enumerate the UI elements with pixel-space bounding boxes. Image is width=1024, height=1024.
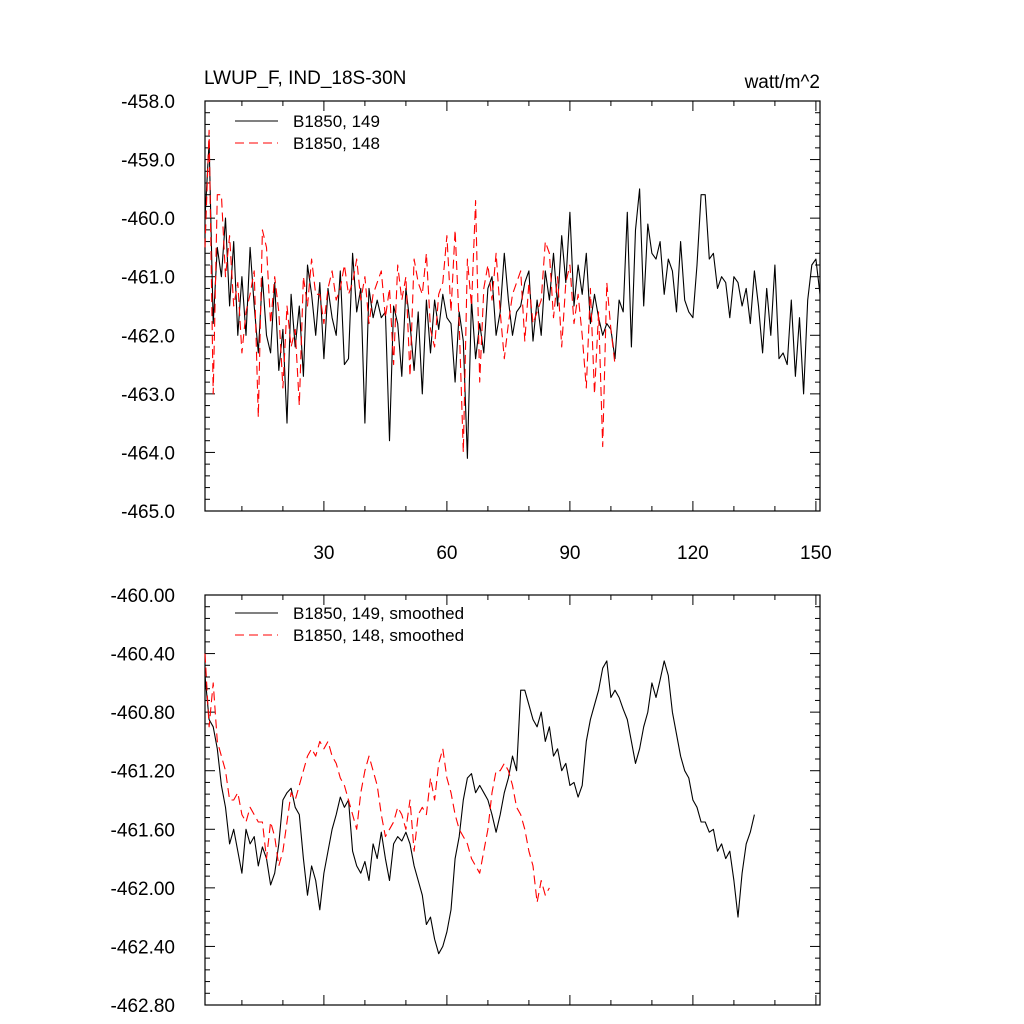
y-tick-label: -460.0 bbox=[121, 209, 175, 230]
y-tick-label: -463.0 bbox=[121, 385, 175, 406]
y-tick-label: -459.0 bbox=[121, 151, 175, 172]
y-tick-label: -462.0 bbox=[121, 326, 175, 347]
x-tick-label: 90 bbox=[559, 543, 580, 564]
series-line-0 bbox=[204, 141, 821, 459]
x-tick-label: 150 bbox=[800, 543, 832, 564]
y-tick-label: -460.00 bbox=[111, 586, 175, 607]
series-line-0 bbox=[204, 660, 755, 955]
legend-label-b1850-148: B1850, 148 bbox=[293, 134, 380, 153]
series-line-1 bbox=[204, 653, 550, 904]
y-tick-label: -460.40 bbox=[111, 645, 175, 666]
top-series-lines bbox=[204, 129, 821, 459]
y-tick-label: -464.0 bbox=[121, 443, 175, 464]
x-tick-label: 30 bbox=[313, 543, 334, 564]
top-legend: B1850, 149 B1850, 148 bbox=[235, 112, 380, 153]
y-tick-label: -461.60 bbox=[111, 820, 175, 841]
x-tick-label: 120 bbox=[677, 543, 709, 564]
legend-label-b1850-148-smoothed: B1850, 148, smoothed bbox=[293, 626, 464, 645]
y-tick-label: -458.0 bbox=[121, 92, 175, 113]
x-tick-label: 60 bbox=[436, 543, 457, 564]
bottom-legend: B1850, 149, smoothed B1850, 148, smoothe… bbox=[235, 604, 464, 645]
y-tick-label: -462.00 bbox=[111, 879, 175, 900]
series-line-1 bbox=[204, 129, 616, 453]
y-tick-label: -461.20 bbox=[111, 762, 175, 783]
bottom-series-lines bbox=[204, 653, 755, 955]
y-tick-label: -465.0 bbox=[121, 502, 175, 523]
bottom-plot-frame bbox=[204, 594, 821, 1006]
bottom-axis-ticks: -460.00 -460.40 -460.80 -461.20 -461.60 -462.… bbox=[111, 586, 820, 1017]
y-tick-label: -462.40 bbox=[111, 937, 175, 958]
top-chart-units: watt/m^2 bbox=[744, 72, 820, 93]
top-axis-ticks: -458.0 -459.0 -460.0 -461.0 -462.0 -463.0 -464… bbox=[121, 92, 832, 564]
y-tick-label: -461.0 bbox=[121, 268, 175, 289]
legend-label-b1850-149: B1850, 149 bbox=[293, 112, 380, 131]
top-panel: LWUP_F, IND_18S-30N watt/m^2 -458.0 -459.… bbox=[121, 68, 832, 564]
top-chart-title: LWUP_F, IND_18S-30N bbox=[204, 68, 406, 89]
legend-label-b1850-149-smoothed: B1850, 149, smoothed bbox=[293, 604, 464, 623]
y-tick-label: -460.80 bbox=[111, 703, 175, 724]
top-plot-frame bbox=[204, 100, 821, 512]
bottom-panel: -460.00 -460.40 -460.80 -461.20 -461.60 -462.… bbox=[111, 586, 821, 1017]
y-tick-label: -462.80 bbox=[111, 996, 175, 1017]
